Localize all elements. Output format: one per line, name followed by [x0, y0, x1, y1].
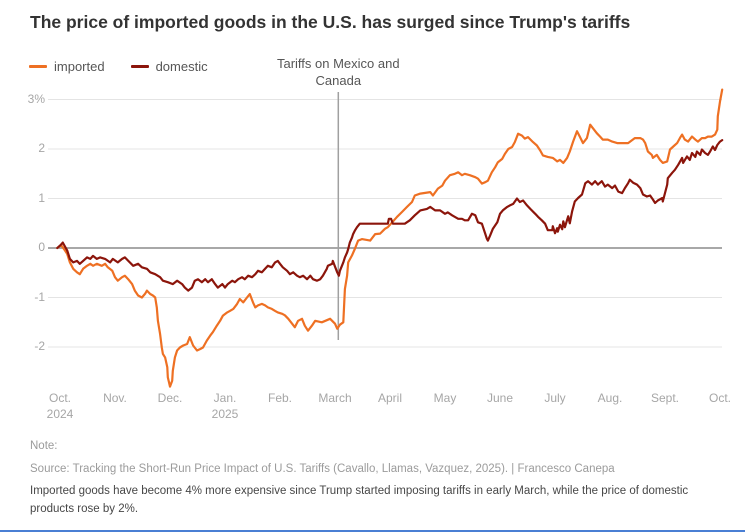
legend: imported domestic — [29, 59, 208, 74]
legend-label-domestic: domestic — [155, 59, 208, 74]
x-axis-year-label: 2024 — [46, 407, 74, 421]
x-axis-label: Oct. — [708, 391, 731, 405]
x-axis-label: April — [377, 391, 402, 405]
x-axis-label: Sept. — [650, 391, 680, 405]
x-axis-label: Dec. — [157, 391, 183, 405]
legend-item-imported: imported — [29, 59, 105, 74]
annotation-line2: Canada — [315, 73, 362, 88]
y-axis-label: 2 — [38, 141, 45, 155]
x-axis-label: Nov. — [103, 391, 127, 405]
x-axis-label: Jan. — [213, 391, 237, 405]
x-axis-label: July — [544, 391, 566, 405]
legend-label-imported: imported — [54, 59, 105, 74]
legend-item-domestic: domestic — [130, 59, 208, 74]
x-axis-label: Feb. — [267, 391, 292, 405]
y-axis-label: -1 — [34, 289, 45, 304]
note-label: Note: — [30, 440, 58, 452]
x-axis-label: May — [433, 391, 457, 405]
y-axis-label: 0 — [38, 240, 45, 254]
x-axis-label: Oct. — [48, 391, 71, 405]
chart-footer: Note: Source: Tracking the Short-Run Pri… — [30, 440, 730, 519]
tariff-event-annotation: Tariffs on Mexico and Canada — [238, 55, 438, 89]
x-axis-label: June — [486, 391, 514, 405]
x-axis-label: March — [318, 391, 352, 405]
x-axis-year-label: 2025 — [211, 407, 239, 421]
y-axis-label: 1 — [38, 190, 45, 205]
imported-line-swatch — [29, 65, 47, 68]
y-axis-label: 3% — [27, 91, 45, 106]
bottom-accent-line — [0, 530, 745, 532]
x-axis-label: Aug. — [597, 391, 623, 405]
imported-line — [56, 88, 724, 388]
annotation-line1: Tariffs on Mexico and — [276, 56, 400, 71]
chart-title: The price of imported goods in the U.S. … — [30, 12, 631, 32]
domestic-line — [56, 139, 724, 292]
domestic-line-swatch — [130, 65, 149, 68]
y-axis-label: -2 — [34, 339, 45, 353]
caption-text: Imported goods have become 4% more expen… — [30, 485, 689, 515]
source-line: Source: Tracking the Short-Run Price Imp… — [30, 463, 615, 475]
